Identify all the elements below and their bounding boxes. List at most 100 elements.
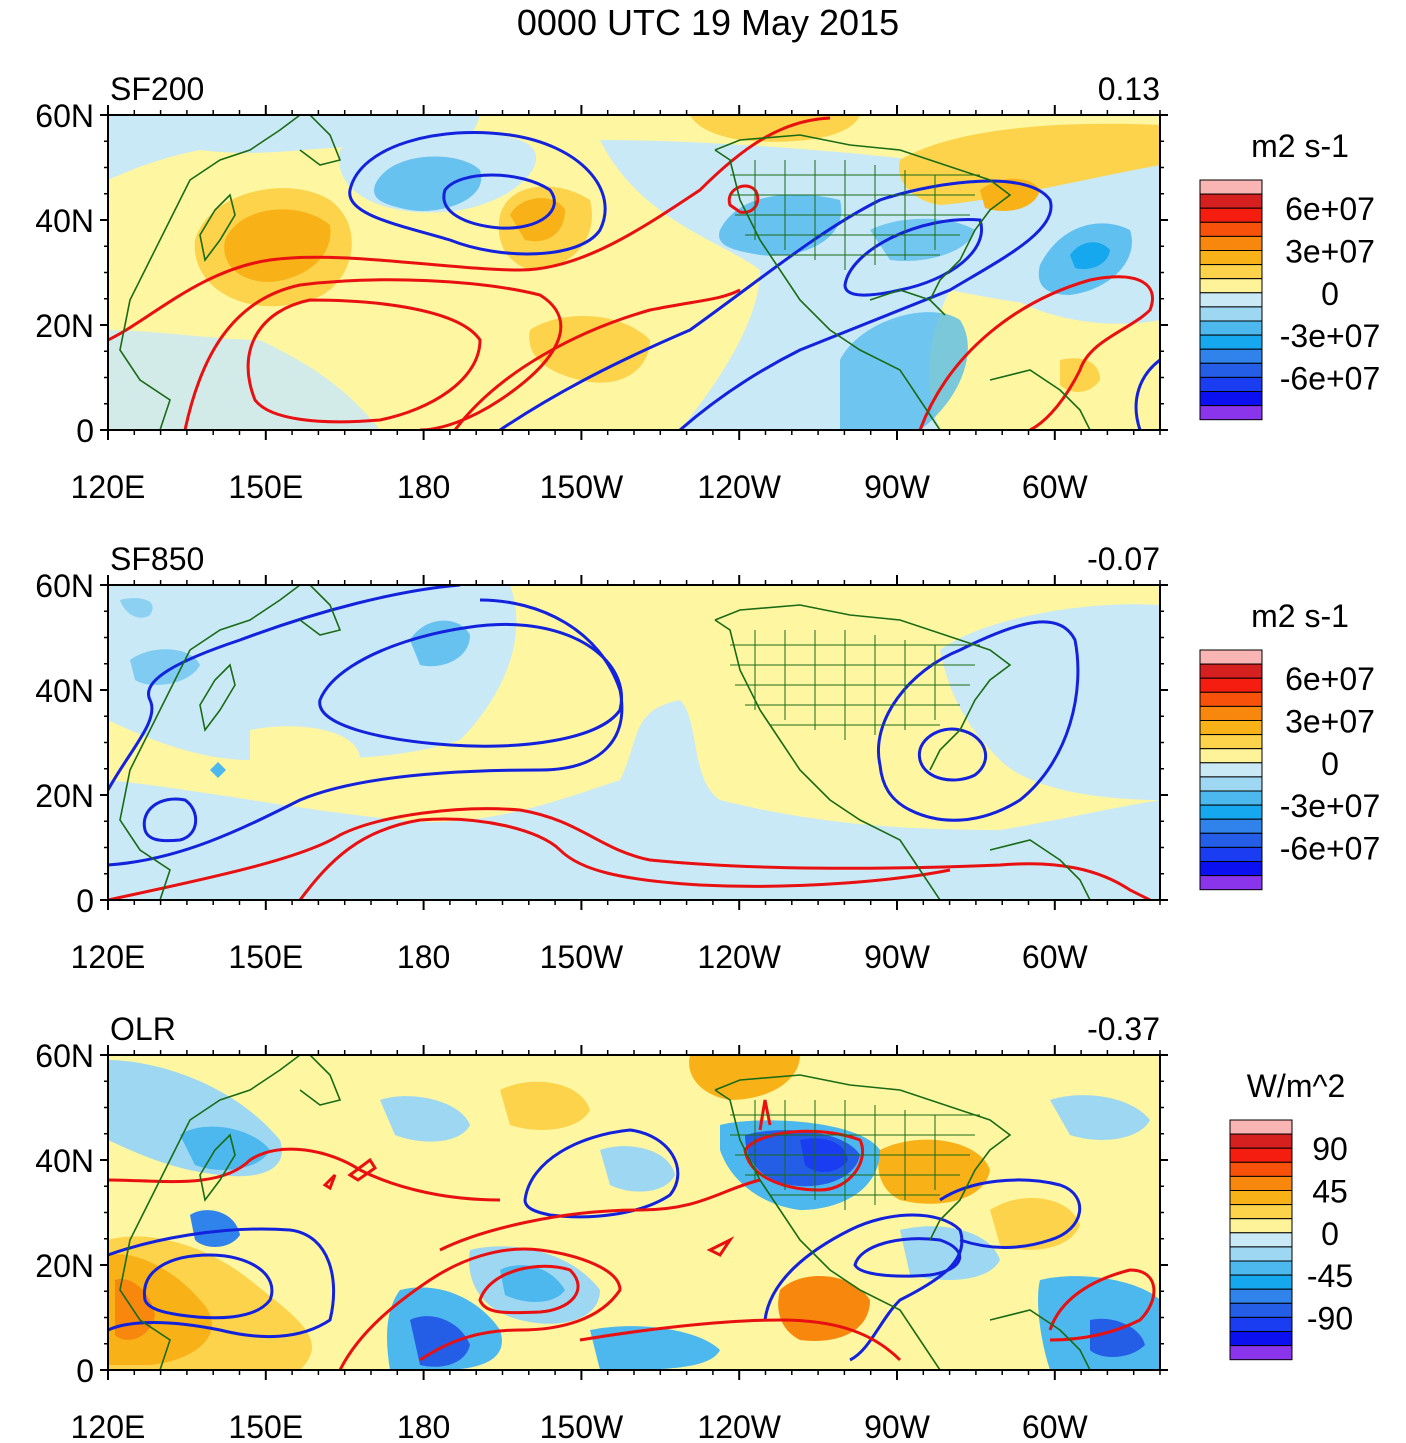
lat-label: 40N [35, 1143, 94, 1179]
colorbar-swatch [1229, 1218, 1293, 1234]
colorbar-units: m2 s-1 [1251, 598, 1349, 634]
lon-label: 120E [71, 1409, 146, 1443]
lon-label: 120W [697, 939, 781, 975]
colorbar-label: 3e+07 [1285, 234, 1375, 270]
colorbar-swatch [1199, 705, 1263, 722]
colorbar-label: -6e+07 [1280, 830, 1381, 866]
lat-label: 60N [35, 98, 94, 134]
colorbar-swatch [1199, 649, 1263, 665]
colorbar-swatch [1199, 278, 1263, 294]
lon-label: 120W [697, 469, 781, 505]
colorbar-swatch [1199, 677, 1263, 693]
lon-label: 180 [397, 939, 450, 975]
lat-label: 0 [76, 883, 94, 919]
lon-label: 180 [397, 1409, 450, 1443]
colorbar-swatch [1229, 1190, 1293, 1206]
colorbar-label: -3e+07 [1280, 318, 1381, 354]
colorbar-swatch [1199, 179, 1263, 195]
colorbar-swatch [1199, 720, 1263, 736]
colorbar-swatch [1199, 691, 1263, 707]
colorbar-label: 0 [1321, 276, 1339, 312]
colorbars: m2 s-1 6e+07 3e+07 0 -3e+07 -6e+07 m2 s-1 6e+07… [1199, 128, 1381, 1361]
colorbar-swatch [1199, 790, 1263, 806]
colorbar-swatch [1199, 391, 1263, 407]
colorbar-swatch [1199, 832, 1263, 848]
colorbar-swatch [1229, 1345, 1293, 1361]
panel-value: -0.07 [1087, 541, 1160, 577]
colorbar-swatch [1199, 804, 1263, 820]
colorbar-swatch [1199, 405, 1263, 421]
colorbar-swatch [1199, 663, 1263, 679]
colorbar-units: W/m^2 [1247, 1068, 1346, 1104]
colorbar-swatch [1199, 734, 1263, 750]
colorbar-swatch [1229, 1204, 1293, 1220]
lon-label: 120E [71, 939, 146, 975]
colorbar-swatch [1199, 207, 1263, 223]
colorbar-swatch [1229, 1147, 1293, 1163]
lat-label: 20N [35, 1248, 94, 1284]
colorbar-label: 3e+07 [1285, 704, 1375, 740]
colorbar-swatch [1199, 221, 1263, 237]
colorbar-swatch [1199, 376, 1263, 392]
lon-label: 60W [1022, 1409, 1089, 1443]
colorbar-swatch [1229, 1260, 1293, 1276]
map-field [108, 115, 1160, 430]
lon-label: 150W [540, 939, 624, 975]
colorbar-swatch [1199, 320, 1263, 336]
lat-label: 40N [35, 673, 94, 709]
colorbar-swatch [1199, 235, 1263, 251]
colorbar-swatch [1199, 762, 1263, 778]
lat-label: 60N [35, 1038, 94, 1074]
colorbar-swatch [1199, 818, 1263, 834]
colorbar-swatch [1199, 776, 1263, 792]
colorbar-swatch [1229, 1331, 1293, 1347]
colorbar-swatch [1199, 334, 1263, 350]
colorbar-swatch [1229, 1175, 1293, 1192]
colorbar-label: 90 [1312, 1131, 1348, 1167]
colorbar-swatch [1229, 1119, 1293, 1135]
lon-label: 150E [228, 469, 303, 505]
colorbar-swatch [1199, 748, 1263, 764]
colorbar-swatch [1199, 264, 1263, 280]
panel-value: -0.37 [1087, 1011, 1160, 1047]
colorbar-swatch [1199, 861, 1263, 877]
panel-olr: OLR -0.37 [107, 1011, 1161, 1371]
lat-label: 20N [35, 308, 94, 344]
lon-label: 150W [540, 1409, 624, 1443]
lon-label: 60W [1022, 939, 1089, 975]
lon-label: 120W [697, 1409, 781, 1443]
lon-label: 150E [228, 1409, 303, 1443]
panel-title: SF200 [110, 71, 204, 107]
colorbar-label: -45 [1307, 1258, 1353, 1294]
colorbar-swatch [1199, 306, 1263, 322]
lon-label: 180 [397, 469, 450, 505]
axes-layer: 60N 40N 20N 0 120E 150E 180 150W 120W 90W 60W 60N 40… [35, 98, 1168, 1443]
lat-label: 40N [35, 203, 94, 239]
colorbar-label: -3e+07 [1280, 788, 1381, 824]
colorbar-swatch [1199, 348, 1263, 364]
colorbar-swatch [1229, 1133, 1293, 1149]
colorbar-swatch [1229, 1288, 1293, 1304]
lon-label: 60W [1022, 469, 1089, 505]
colorbar-units: m2 s-1 [1251, 128, 1349, 164]
map-field [108, 1055, 1160, 1370]
colorbar-swatch [1199, 193, 1263, 209]
colorbar-label: -6e+07 [1280, 360, 1381, 396]
lat-label: 20N [35, 778, 94, 814]
panel-title: SF850 [110, 541, 204, 577]
panel-value: 0.13 [1098, 71, 1160, 107]
colorbar-swatch [1229, 1274, 1293, 1290]
panel-sf850: SF850 -0.07 [107, 541, 1161, 901]
colorbar-swatch [1199, 292, 1263, 308]
colorbar-label: 6e+07 [1285, 191, 1375, 227]
map-field [108, 585, 1160, 900]
panel-title: OLR [110, 1011, 176, 1047]
colorbar-label: -90 [1307, 1300, 1353, 1336]
colorbar-swatch [1199, 250, 1263, 266]
lon-label: 90W [864, 939, 931, 975]
lon-label: 120E [71, 469, 146, 505]
lat-label: 0 [76, 413, 94, 449]
colorbar-label: 0 [1321, 746, 1339, 782]
lat-label: 0 [76, 1353, 94, 1389]
